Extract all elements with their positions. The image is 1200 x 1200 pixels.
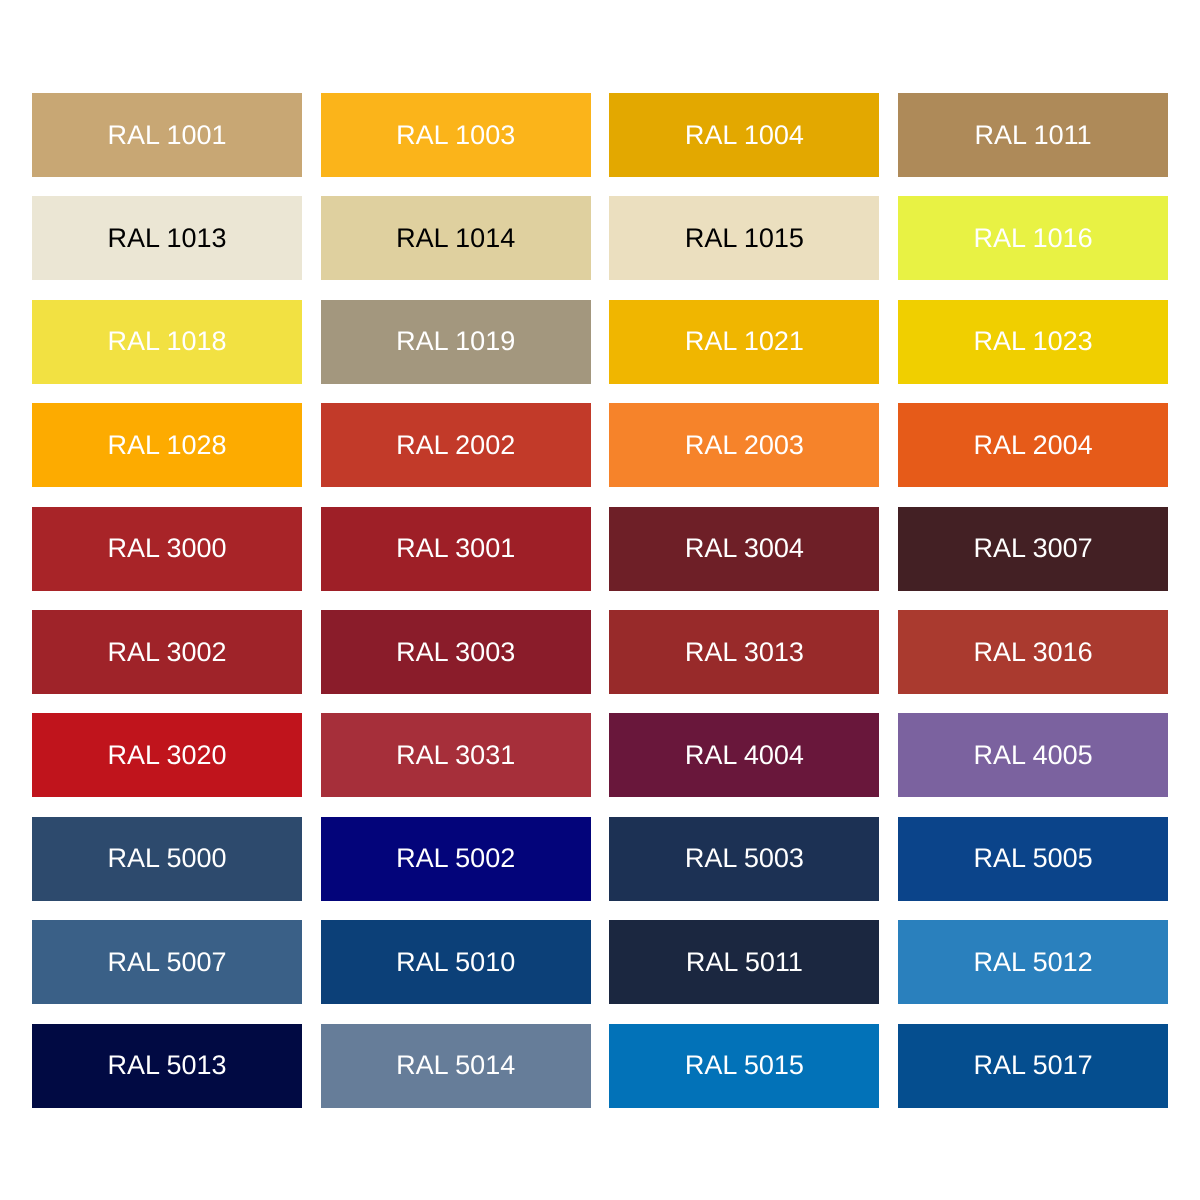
swatch-label: RAL 3004 (684, 533, 804, 564)
color-swatch: RAL 3001 (320, 506, 591, 591)
swatch-label: RAL 5012 (973, 946, 1093, 977)
swatch-label: RAL 4005 (973, 739, 1093, 770)
swatch-label: RAL 5010 (396, 946, 516, 977)
color-swatch: RAL 1018 (32, 299, 302, 384)
color-swatch: RAL 3002 (32, 610, 302, 694)
swatch-label: RAL 2002 (396, 429, 516, 460)
color-swatch: RAL 1019 (320, 299, 591, 384)
color-swatch: RAL 5012 (898, 920, 1169, 1005)
color-swatch: RAL 5010 (320, 920, 591, 1005)
color-swatch: RAL 1004 (609, 93, 880, 177)
color-swatch: RAL 1001 (32, 93, 302, 177)
color-swatch: RAL 4005 (898, 713, 1169, 798)
swatch-label: RAL 1018 (107, 326, 227, 357)
color-swatch: RAL 1013 (32, 196, 302, 281)
swatch-label: RAL 3013 (684, 636, 804, 667)
color-swatch: RAL 5000 (32, 816, 302, 901)
swatch-label: RAL 3007 (973, 533, 1093, 564)
color-swatch: RAL 3000 (32, 506, 302, 591)
swatch-label: RAL 3016 (973, 636, 1093, 667)
swatch-label: RAL 3002 (107, 636, 227, 667)
color-swatch: RAL 3007 (898, 506, 1169, 591)
swatch-label: RAL 1014 (396, 222, 516, 253)
swatch-label: RAL 1003 (396, 119, 516, 150)
swatch-label: RAL 1015 (684, 222, 804, 253)
swatch-label: RAL 1021 (684, 326, 804, 357)
swatch-label: RAL 5000 (107, 843, 227, 874)
color-swatch: RAL 2003 (609, 403, 880, 488)
color-swatch: RAL 1023 (898, 299, 1169, 384)
swatch-label: RAL 2003 (684, 429, 804, 460)
color-swatch: RAL 1016 (898, 196, 1169, 281)
swatch-label: RAL 1016 (973, 222, 1093, 253)
color-swatch: RAL 3004 (609, 506, 880, 591)
color-swatch: RAL 1011 (898, 93, 1169, 177)
color-swatch: RAL 5005 (898, 816, 1169, 901)
swatch-label: RAL 5014 (396, 1050, 516, 1081)
color-swatch: RAL 5007 (32, 920, 302, 1005)
swatch-label: RAL 1013 (107, 222, 227, 253)
swatch-label: RAL 5015 (684, 1050, 804, 1081)
color-swatch: RAL 3020 (32, 713, 302, 798)
swatch-label: RAL 5011 (685, 946, 803, 977)
swatch-label: RAL 3003 (396, 636, 516, 667)
color-swatch: RAL 5014 (320, 1023, 591, 1108)
swatch-label: RAL 4004 (684, 739, 804, 770)
swatch-label: RAL 3031 (396, 739, 516, 770)
swatch-label: RAL 5003 (684, 843, 804, 874)
color-swatch: RAL 4004 (609, 713, 880, 798)
color-swatch: RAL 1021 (609, 299, 880, 384)
swatch-label: RAL 5005 (973, 843, 1093, 874)
color-swatch: RAL 1014 (320, 196, 591, 281)
color-swatch: RAL 1028 (32, 403, 302, 488)
swatch-label: RAL 5007 (107, 946, 227, 977)
swatch-label: RAL 1001 (107, 119, 227, 150)
color-swatch: RAL 3016 (898, 610, 1169, 694)
swatch-label: RAL 1011 (974, 119, 1092, 150)
color-swatch: RAL 1003 (320, 93, 591, 177)
swatch-label: RAL 1023 (973, 326, 1093, 357)
color-swatch: RAL 5002 (320, 816, 591, 901)
color-swatch: RAL 5011 (609, 920, 880, 1005)
swatch-label: RAL 1019 (396, 326, 516, 357)
color-swatch: RAL 1015 (609, 196, 880, 281)
color-swatch: RAL 2002 (320, 403, 591, 488)
swatch-label: RAL 3000 (107, 533, 227, 564)
color-swatch: RAL 3003 (320, 610, 591, 694)
swatch-label: RAL 3001 (396, 533, 516, 564)
swatch-label: RAL 3020 (107, 739, 227, 770)
swatch-label: RAL 5017 (973, 1050, 1093, 1081)
swatch-label: RAL 5002 (396, 843, 516, 874)
color-swatch: RAL 3031 (320, 713, 591, 798)
color-swatch: RAL 5015 (609, 1023, 880, 1108)
color-swatch: RAL 5017 (898, 1023, 1169, 1108)
swatch-label: RAL 1028 (107, 429, 227, 460)
swatch-label: RAL 1004 (684, 119, 804, 150)
swatch-label: RAL 5013 (107, 1050, 227, 1081)
color-swatch: RAL 3013 (609, 610, 880, 694)
swatch-label: RAL 2004 (973, 429, 1093, 460)
color-swatch: RAL 2004 (898, 403, 1169, 488)
color-swatch: RAL 5013 (32, 1023, 302, 1108)
color-swatch: RAL 5003 (609, 816, 880, 901)
